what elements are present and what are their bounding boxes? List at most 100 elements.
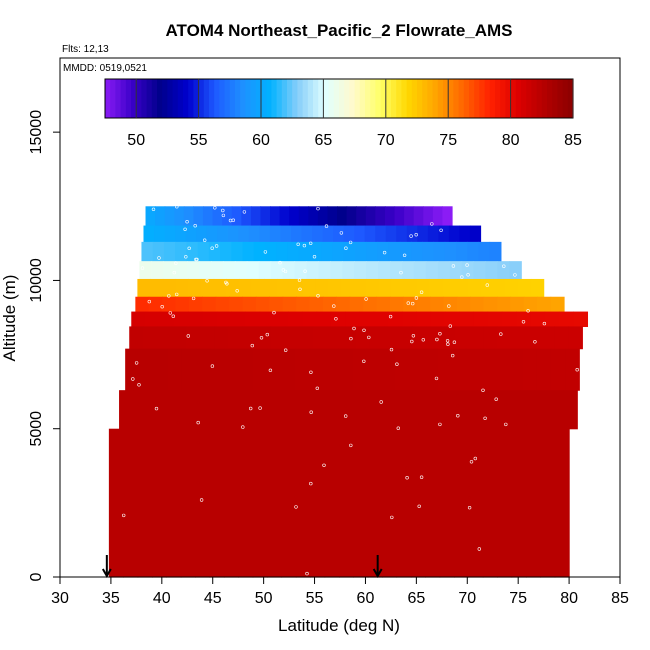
sample-point	[187, 246, 191, 251]
heatmap-cell	[416, 278, 430, 298]
heatmap-cell	[139, 261, 152, 280]
sample-point	[406, 301, 410, 305]
heatmap-cell	[540, 428, 556, 578]
heatmap-cell	[171, 326, 187, 350]
colorbar-tick-label: 75	[439, 132, 457, 149]
heatmap-cell	[187, 261, 200, 280]
heatmap-cell	[378, 261, 391, 280]
heatmap-cell	[565, 348, 580, 391]
heatmap-cell	[385, 225, 397, 243]
colorbar-segment	[105, 79, 111, 118]
sample-point	[315, 386, 319, 390]
heatmap-cell	[497, 428, 513, 578]
colorbar-segment	[302, 79, 309, 118]
heatmap-cell	[483, 296, 498, 313]
heatmap-cell	[152, 241, 165, 262]
heatmap-cell	[267, 348, 282, 391]
heatmap-cell	[175, 296, 190, 313]
heatmap-cell	[375, 225, 387, 243]
colorbar-segment	[323, 79, 330, 118]
colorbar-segment	[141, 79, 148, 118]
colorbar-segment	[276, 79, 283, 118]
heatmap-cell	[354, 261, 367, 280]
sample-point	[445, 339, 450, 343]
heatmap-cell	[509, 261, 522, 280]
heatmap-cell	[302, 311, 318, 327]
sample-point	[334, 317, 338, 321]
colorbar-segment	[396, 79, 402, 118]
heatmap-cell	[341, 326, 357, 350]
heatmap-cell	[384, 326, 399, 350]
colorbar-segment	[255, 79, 262, 118]
heatmap-cell	[356, 206, 367, 227]
heatmap-cell	[270, 261, 284, 280]
heatmap-cell	[573, 311, 589, 327]
heatmap-cell	[284, 326, 300, 350]
sample-point	[316, 294, 320, 298]
sample-point	[268, 368, 273, 372]
heatmap-cell	[125, 348, 140, 391]
sample-point	[183, 227, 187, 232]
heatmap-cell	[252, 348, 268, 391]
heatmap-cell	[150, 278, 164, 298]
colorbar-segment	[183, 79, 189, 118]
colorbar-segment	[333, 79, 340, 118]
heatmap-cell	[491, 390, 507, 430]
colorbar-segment	[157, 79, 163, 118]
sample-point	[494, 397, 498, 401]
sample-point	[332, 304, 336, 308]
sample-point	[421, 338, 425, 342]
heatmap-cell	[554, 428, 570, 578]
heatmap-cell	[364, 225, 376, 243]
colorbar-segment	[224, 79, 231, 118]
heatmap-cell	[256, 326, 272, 350]
colorbar-segment	[271, 79, 278, 118]
sample-point	[324, 224, 329, 228]
heatmap-cell	[309, 241, 322, 262]
heatmap-cell	[163, 241, 176, 262]
heatmap-cell	[174, 311, 189, 327]
sample-point	[466, 273, 470, 277]
heatmap-cell	[519, 390, 535, 430]
heatmap-cell	[343, 241, 356, 262]
sample-point	[250, 343, 255, 348]
flights-label: Flts: 12,13	[62, 44, 109, 55]
heatmap-cell	[209, 428, 225, 578]
heatmap-cell	[429, 278, 443, 298]
x-axis: 30 35 40 45 50 55 60 65 70 75 80 85	[51, 577, 629, 607]
sample-point	[205, 279, 209, 283]
heatmap-cell	[176, 390, 192, 430]
colorbar-segment	[567, 79, 574, 118]
heatmap-cell	[398, 326, 414, 350]
colorbar-segment	[505, 79, 512, 118]
sample-point	[469, 460, 474, 464]
sample-point	[477, 547, 481, 551]
sample-point	[210, 246, 214, 250]
heatmap-cell	[231, 311, 246, 327]
colorbar-segment	[448, 79, 454, 118]
heatmap-cell	[406, 225, 418, 243]
heatmap-cell	[365, 206, 376, 227]
heatmap-cell	[295, 428, 311, 578]
x-axis-label: Latitude (deg N)	[278, 616, 400, 635]
heatmap-cell	[362, 390, 378, 430]
heatmap-cell	[494, 348, 509, 391]
heatmap-cell	[426, 326, 442, 350]
heatmap-cell	[302, 278, 316, 298]
colorbar-tick-label: 60	[252, 132, 270, 149]
sample-point	[364, 297, 368, 301]
heatmap-cell	[318, 261, 331, 280]
colorbar-segment	[146, 79, 153, 118]
sample-point	[349, 443, 353, 448]
heatmap-cell	[208, 241, 221, 262]
heatmap-cell	[298, 241, 311, 262]
heatmap-cell	[242, 296, 257, 313]
heatmap-cell	[186, 241, 199, 262]
sample-point	[362, 359, 366, 363]
sample-point	[283, 269, 288, 274]
heatmap-cell	[183, 206, 195, 227]
heatmap-cell	[159, 311, 175, 327]
colorbar-segment	[172, 79, 179, 118]
heatmap-cell	[359, 311, 375, 327]
sample-point	[456, 414, 460, 418]
